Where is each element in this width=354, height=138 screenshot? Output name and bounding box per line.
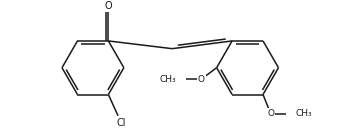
Text: O: O bbox=[267, 109, 274, 118]
Text: CH₃: CH₃ bbox=[159, 75, 176, 84]
Text: O: O bbox=[104, 1, 112, 11]
Text: CH₃: CH₃ bbox=[296, 109, 313, 118]
Text: Cl: Cl bbox=[116, 118, 126, 128]
Text: O: O bbox=[198, 75, 205, 84]
